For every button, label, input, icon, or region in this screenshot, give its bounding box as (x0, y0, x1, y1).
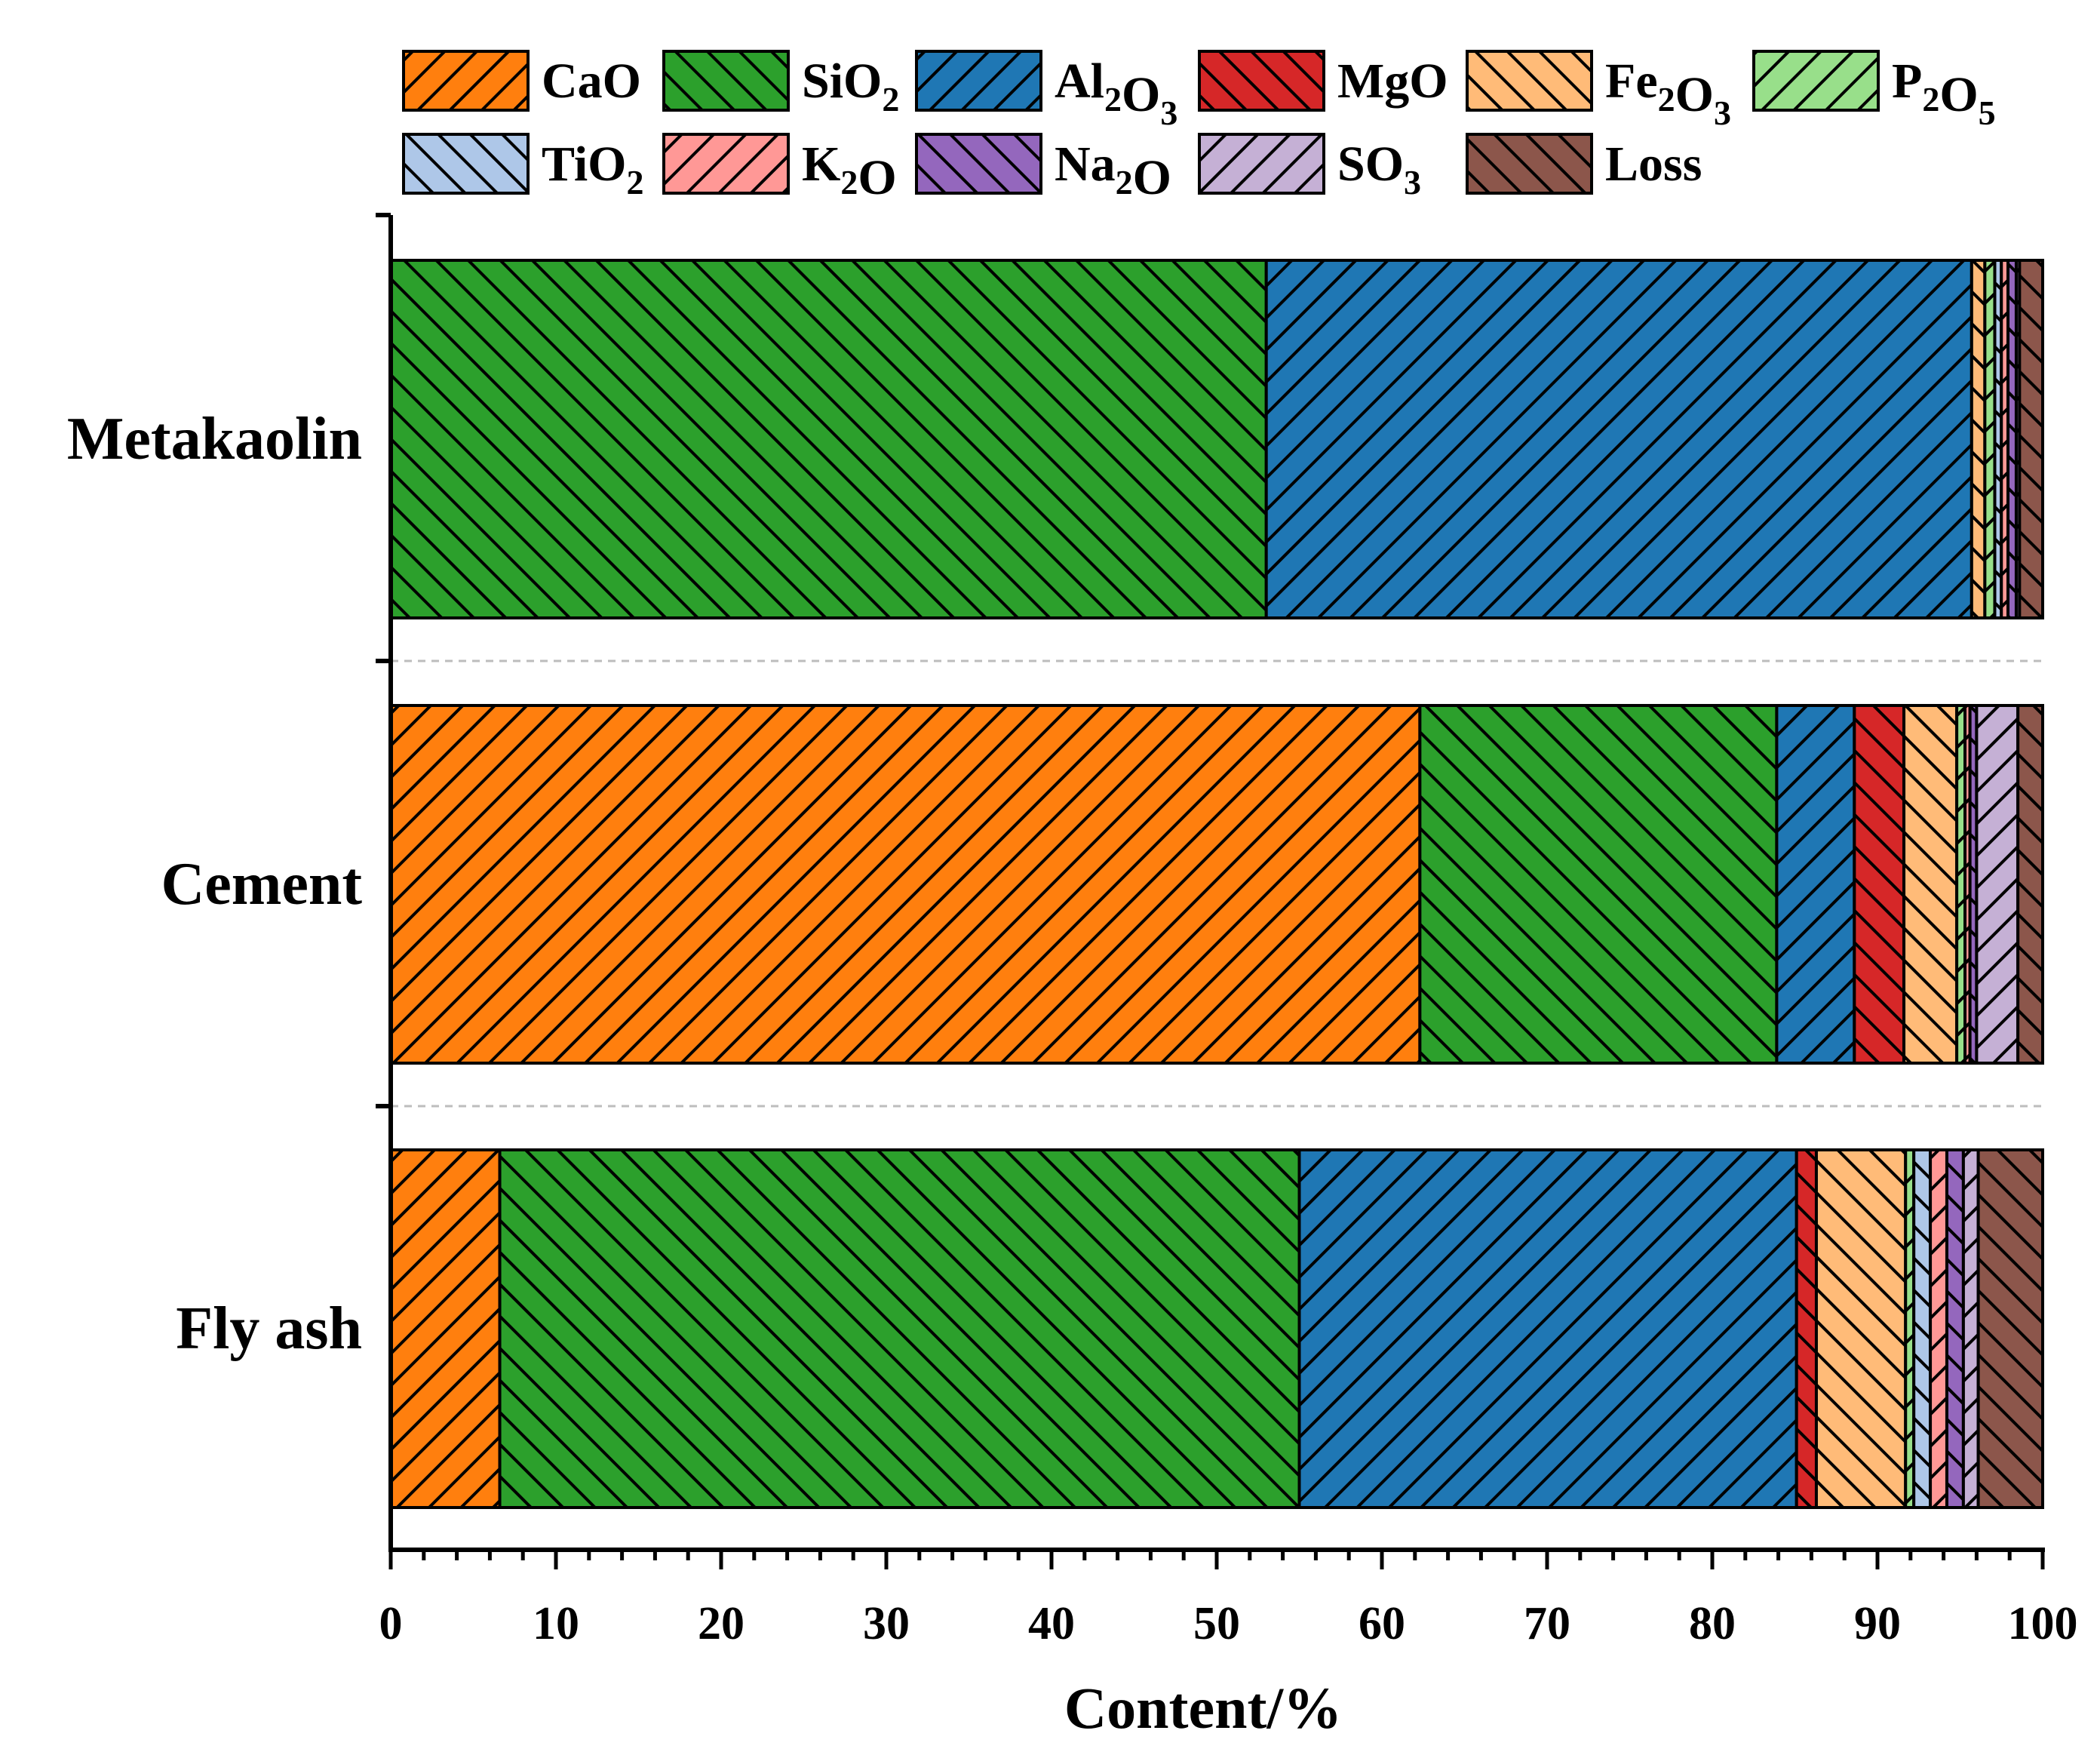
legend-label: Na2O (1055, 137, 1171, 205)
legend-label: P2O5 (1892, 54, 1996, 132)
legend-label: K2O (802, 137, 897, 205)
legend-item-tio2: TiO2 (402, 133, 644, 201)
legend-swatch (1466, 133, 1593, 195)
category-labels: Metakaolin Cement Fly ash (67, 406, 362, 1362)
bar-group-metakaolin (389, 259, 2045, 619)
legend-label: Loss (1605, 137, 1702, 192)
x-tick-label: 80 (1689, 1598, 1736, 1649)
legend-label: SO3 (1337, 137, 1421, 201)
x-tick-label: 40 (1028, 1598, 1075, 1649)
x-axis-title: Content/% (1064, 1675, 1342, 1741)
bar-group-fly-ash (389, 1148, 2045, 1509)
legend-item-sio2: SiO2 (662, 50, 899, 118)
legend-label: TiO2 (542, 137, 644, 201)
legend-swatch (1752, 50, 1880, 112)
bar-segment-mgo (1853, 704, 1906, 1065)
legend-swatch (1198, 133, 1325, 195)
legend-item-al2o3: Al2O3 (915, 50, 1177, 132)
bar-segment-al2o3 (1264, 259, 1973, 619)
bar-segment-al2o3 (1775, 704, 1856, 1065)
bar-segment-k2o (1929, 1148, 1948, 1509)
bar-segment-na2o (1945, 1148, 1965, 1509)
x-tick-label: 100 (2008, 1598, 2078, 1649)
legend-swatch (1466, 50, 1593, 112)
legend-label: MgO (1337, 54, 1448, 109)
legend-swatch (402, 50, 530, 112)
bar-segment-fe2o3 (1814, 1148, 1908, 1509)
legend-label: Fe2O3 (1605, 54, 1731, 132)
category-label: Metakaolin (67, 406, 362, 472)
legend-item-na2o: Na2O (915, 133, 1171, 205)
legend-item-k2o: K2O (662, 133, 897, 205)
x-tick-label: 30 (863, 1598, 910, 1649)
category-label: Fly ash (176, 1296, 362, 1362)
legend-swatch (662, 133, 790, 195)
bar-segment-so3 (1975, 704, 2020, 1065)
legend-swatch (915, 50, 1042, 112)
bar-segment-loss (2016, 704, 2044, 1065)
bar-segment-sio2 (389, 259, 1268, 619)
legend-item-fe2o3: Fe2O3 (1466, 50, 1731, 132)
legend-swatch (915, 133, 1042, 195)
bar-segment-so3 (1961, 1148, 1980, 1509)
x-tick-label: 50 (1193, 1598, 1240, 1649)
bar-segment-sio2 (1418, 704, 1779, 1065)
legend-item-mgo: MgO (1198, 50, 1448, 112)
legend: CaO SiO2 Al2O3 MgO Fe2O3 P2O5 TiO2 K2O Na2O SO3 Lo… (402, 50, 1996, 205)
legend-item-cao: CaO (402, 50, 641, 112)
legend-swatch (1198, 50, 1325, 112)
bar-segment-al2o3 (1297, 1148, 1798, 1509)
x-tick-label: 10 (533, 1598, 579, 1649)
legend-swatch (662, 50, 790, 112)
bar-segment-loss (1976, 1148, 2045, 1509)
legend-item-p2o5: P2O5 (1752, 50, 1996, 132)
legend-label: CaO (542, 54, 641, 109)
bar-segment-cao (389, 1148, 502, 1509)
bar-segment-tio2 (1912, 1148, 1933, 1509)
bar-segment-cao (389, 704, 1422, 1065)
legend-label: Al2O3 (1055, 54, 1177, 132)
legend-label: SiO2 (802, 54, 899, 118)
x-tick-label: 90 (1854, 1598, 1901, 1649)
x-tick-label: 20 (698, 1598, 745, 1649)
legend-item-so3: SO3 (1198, 133, 1421, 201)
x-tick-label: 60 (1359, 1598, 1405, 1649)
bar-segment-sio2 (498, 1148, 1301, 1509)
bar-segment-mgo (1795, 1148, 1818, 1509)
category-label: Cement (161, 851, 362, 917)
axes (376, 213, 2045, 1569)
x-tick-labels: 0 10 20 30 40 50 60 70 80 90 100 (379, 1598, 2078, 1649)
bars (389, 259, 2045, 1509)
x-tick-label: 70 (1524, 1598, 1570, 1649)
x-tick-label: 0 (379, 1598, 403, 1649)
bar-segment-fe2o3 (1902, 704, 1959, 1065)
bar-segment-loss (2018, 259, 2045, 619)
legend-item-loss: Loss (1466, 133, 1702, 195)
legend-swatch (402, 133, 530, 195)
category-separators (391, 659, 2043, 1108)
bar-group-cement (389, 704, 2044, 1065)
bar-segment-fe2o3 (1970, 259, 1987, 619)
